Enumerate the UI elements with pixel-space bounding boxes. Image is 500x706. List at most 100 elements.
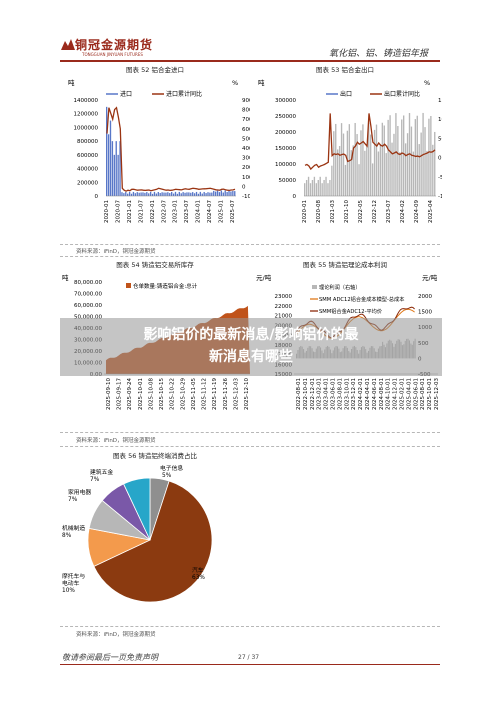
fig53-bar <box>401 119 403 196</box>
fig52-bar <box>157 192 159 196</box>
fig52-bar <box>128 191 131 196</box>
fig56-pct: 10% <box>62 588 75 594</box>
fig52-bar <box>174 191 177 196</box>
fig54-x-tick: 2025-11-05 <box>191 378 197 410</box>
fig52-x-tick: 2023-07 <box>184 200 190 223</box>
fig56-label: 机械制造 <box>62 524 85 532</box>
fig56-label: 摩托车与 <box>62 572 85 580</box>
divider-54-top <box>60 256 440 257</box>
fig52-bar <box>121 192 123 196</box>
fig55-legend-price: SMM铝合金ADC12-平均价 <box>319 307 383 315</box>
fig52-bar <box>123 193 125 196</box>
fig53-bar <box>366 144 368 196</box>
logo-text: 铜冠金源期货 <box>75 38 154 52</box>
fig52-y-left-tick: 200000 <box>77 180 98 186</box>
fig53-bar <box>346 130 349 196</box>
fig52-bar <box>149 191 152 196</box>
fig53-bar <box>338 146 341 196</box>
fig55-x-tick: 2023-10-01 <box>344 378 350 410</box>
fig53-x-tick: 2024-02 <box>400 200 406 223</box>
fig52-y-right-tick: 900 <box>242 98 250 104</box>
fig52-bar <box>169 193 171 196</box>
fig55-y-left-tick: 22000 <box>275 304 293 310</box>
fig52-bar <box>186 192 188 196</box>
fig53-bar <box>352 145 354 196</box>
fig53-bar <box>412 151 415 196</box>
overlay-banner <box>60 318 442 376</box>
fig53-bar <box>420 132 422 196</box>
fig52-bar <box>172 193 175 196</box>
fig53-bar <box>432 144 434 196</box>
fig52-bar <box>130 193 133 196</box>
logo-icon <box>60 37 76 51</box>
fig56-label: 汽车 <box>192 566 204 574</box>
fig52-bar <box>193 193 196 196</box>
divider-56-top <box>60 446 440 447</box>
fig53-y-right-tick: 50 <box>438 136 442 142</box>
fig53-y-left-tick: 200000 <box>275 130 296 136</box>
fig53-bar <box>348 124 351 196</box>
fig52-x-axis: 2020-01 2020-07 2021-01 2021-07 2022-01 2022-… <box>104 200 236 223</box>
fig55-x-axis: 2022-08-01 2022-10-01 2022-12-01 2023-02-01… <box>296 378 440 410</box>
fig53-bar <box>385 153 387 196</box>
fig53-bar <box>428 118 430 196</box>
fig53-bar <box>377 151 380 196</box>
fig52-bar <box>171 191 173 196</box>
fig52-bar <box>113 154 115 196</box>
fig52-bar <box>190 192 192 196</box>
fig52-bar <box>188 192 190 196</box>
fig55-x-tick: 2023-02-01 <box>317 378 323 410</box>
fig52-bar <box>201 193 203 196</box>
fig52-bar <box>213 190 215 196</box>
fig55-y-right-tick: 2000 <box>418 294 432 300</box>
fig55-x-tick: 2022-10-01 <box>303 378 309 410</box>
overlay-line2: 新消息有哪些 <box>209 349 293 365</box>
fig52-bar <box>107 134 110 196</box>
fig52-legend-import: 进口 <box>120 90 132 98</box>
fig52-y-right-tick: 0 <box>242 184 246 190</box>
fig53-x-tick: 2021-10 <box>344 200 350 223</box>
fig52-bar <box>134 193 137 196</box>
fig52-bar <box>165 192 167 196</box>
overlay-headline[interactable]: 影响铝价的最新消息/影响铝价的最 新消息有哪些 <box>60 324 442 368</box>
divider-56 <box>60 626 440 627</box>
fig53-bar <box>389 115 391 196</box>
fig56-label: 家用电器 <box>68 488 91 496</box>
fig52-bar <box>184 192 186 196</box>
fig52-y-right-tick: 500 <box>242 136 250 142</box>
fig55-legend-profit: 理论利润（右轴） <box>319 283 361 291</box>
fig52-bar <box>155 193 158 196</box>
fig52-y-left-tick: 800000 <box>77 139 98 145</box>
fig54-legend: 仓单数量:铸造铝合金:总计 <box>133 282 198 290</box>
fig53-bar <box>309 183 312 196</box>
fig55-y-left-tick: 21000 <box>275 314 293 320</box>
fig53-bar <box>418 144 420 196</box>
fig53-x-tick: 2023-07 <box>386 200 392 223</box>
fig52-bar <box>216 190 219 196</box>
fig53-y-right-tick: 100 <box>438 117 442 123</box>
fig52-yoy-line <box>106 106 236 192</box>
fig53-unit-left: 吨 <box>258 78 265 87</box>
fig53-bar <box>340 123 343 196</box>
fig54-x-tick: 2025-09-17 <box>117 378 123 410</box>
fig53-bar <box>313 176 316 196</box>
fig52-x-tick: 2024-07 <box>207 200 213 223</box>
fig55-x-tick: 2025-08-01 <box>420 378 426 410</box>
fig54-y-tick: 50,000.00 <box>74 315 102 321</box>
fig54-y-tick: 80,000.00 <box>74 280 102 286</box>
fig52-legend-yoy: 进口累计同比 <box>166 90 202 98</box>
fig52-bar <box>106 106 108 196</box>
fig52-bar <box>205 193 207 196</box>
fig53-x-tick: 2025-04 <box>428 200 434 223</box>
fig55-x-tick: 2024-02-01 <box>358 378 364 410</box>
fig52-y-left-tick: 1400000 <box>74 98 99 104</box>
fig55-x-tick: 2022-08-01 <box>296 378 302 410</box>
fig53-bar <box>370 134 372 196</box>
fig53-y-left-tick: 0 <box>293 194 297 200</box>
fig56-slice <box>93 480 213 603</box>
fig53-bar <box>375 124 378 196</box>
fig52-y-right-tick: 600 <box>242 127 250 133</box>
fig56-source: 资料来源：iFinD，铜冠金源期货 <box>76 632 156 638</box>
footer-divider <box>60 664 440 665</box>
fig53-bar <box>397 126 399 196</box>
